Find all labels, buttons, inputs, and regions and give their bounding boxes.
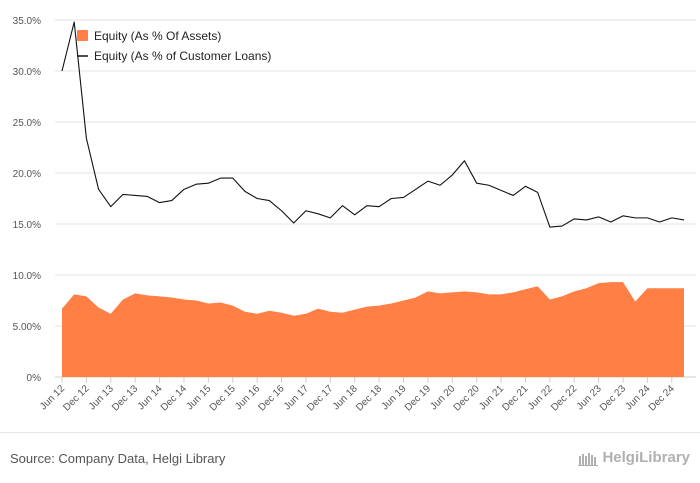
- legend-item-assets[interactable]: Equity (As % Of Assets): [77, 29, 221, 43]
- y-tick-label: 0%: [27, 373, 42, 384]
- x-tick-label: Dec 17: [305, 383, 335, 413]
- y-tick-label: 5.00%: [13, 322, 41, 333]
- brand-name: HelgiLibrary: [602, 449, 690, 466]
- footer-divider: [0, 432, 700, 433]
- x-tick-label: Dec 22: [549, 383, 579, 413]
- legend-item-loans[interactable]: Equity (As % of Customer Loans): [77, 49, 271, 63]
- x-tick-label: Dec 24: [647, 383, 677, 413]
- x-tick-label: Dec 15: [208, 383, 238, 413]
- x-tick-label: Dec 20: [452, 383, 482, 413]
- y-axis-ticks: 0% 5.00% 10.0% 15.0% 20.0% 25.0% 30.0% 35.0%: [13, 16, 41, 384]
- area-series: [62, 282, 684, 377]
- y-tick-label: 10.0%: [13, 271, 41, 282]
- x-tick-label: Dec 21: [500, 383, 530, 413]
- line-equity-loans: [61, 21, 685, 228]
- area-equity-assets: [62, 282, 684, 377]
- y-tick-label: 25.0%: [13, 118, 41, 129]
- x-tick-label: Dec 18: [354, 383, 384, 413]
- brand-logo[interactable]: HelgiLibrary: [578, 449, 690, 466]
- x-tick-label: Dec 19: [403, 383, 433, 413]
- legend-swatch-assets: [77, 30, 88, 41]
- line-series: [61, 21, 685, 228]
- y-tick-label: 15.0%: [13, 220, 41, 231]
- x-tick-label: Dec 13: [110, 383, 140, 413]
- x-tick-label: Dec 12: [61, 383, 91, 413]
- legend-label-loans: Equity (As % of Customer Loans): [94, 49, 271, 63]
- source-note: Source: Company Data, Helgi Library: [10, 451, 226, 466]
- library-icon: [578, 452, 599, 466]
- x-tick-label: Dec 23: [598, 383, 628, 413]
- x-tick-label: Dec 14: [159, 383, 189, 413]
- y-tick-label: 35.0%: [13, 16, 41, 27]
- legend-label-assets: Equity (As % Of Assets): [94, 29, 221, 43]
- y-tick-label: 30.0%: [13, 67, 41, 78]
- legend[interactable]: Equity (As % Of Assets) Equity (As % of …: [77, 29, 271, 63]
- y-tick-label: 20.0%: [13, 169, 41, 180]
- x-tick-label: Dec 16: [256, 383, 286, 413]
